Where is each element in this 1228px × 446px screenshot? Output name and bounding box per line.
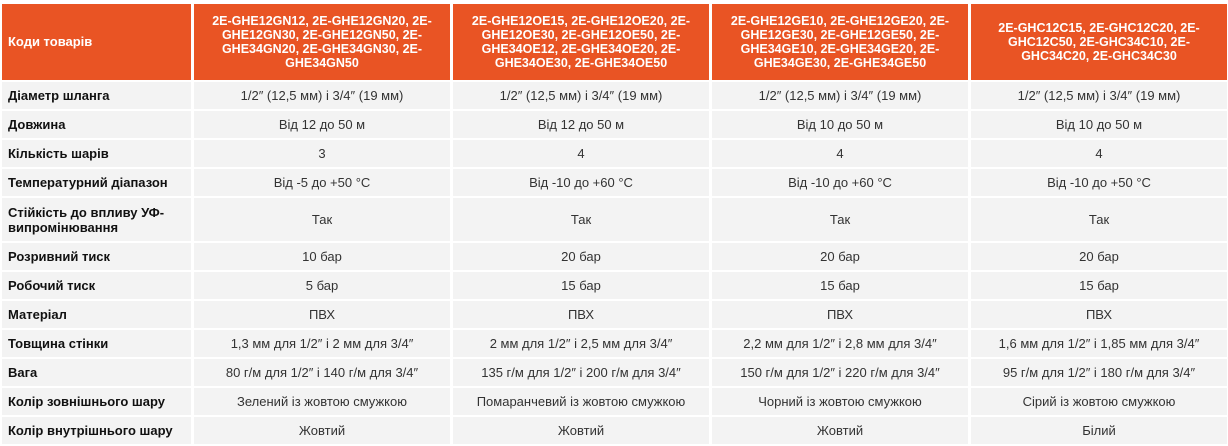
table-cell: Так	[453, 198, 709, 241]
table-cell: 20 бар	[453, 243, 709, 270]
table-cell: ПВХ	[971, 301, 1227, 328]
row-label: Вага	[2, 359, 191, 386]
table-cell: 135 г/м для 1/2″ і 200 г/м для 3/4″	[453, 359, 709, 386]
table-row: Товщина стінки 1,3 мм для 1/2″ і 2 мм для…	[2, 330, 1227, 357]
table-cell: Від -10 до +60 °С	[453, 169, 709, 196]
row-label: Товщина стінки	[2, 330, 191, 357]
table-cell: ПВХ	[194, 301, 450, 328]
table-cell: Сірий із жовтою смужкою	[971, 388, 1227, 415]
table-cell: Від -5 до +50 °С	[194, 169, 450, 196]
row-label: Довжина	[2, 111, 191, 138]
table-row: Стійкість до впливу УФ-випромінювання Так…	[2, 198, 1227, 241]
table-row: Вага 80 г/м для 1/2″ і 140 г/м для 3/4″ 13…	[2, 359, 1227, 386]
table-cell: Так	[971, 198, 1227, 241]
table-cell: Від 12 до 50 м	[194, 111, 450, 138]
table-cell: Від 12 до 50 м	[453, 111, 709, 138]
table-cell: 15 бар	[453, 272, 709, 299]
table-cell: 1,6 мм для 1/2″ і 1,85 мм для 3/4″	[971, 330, 1227, 357]
row-label: Матеріал	[2, 301, 191, 328]
table-cell: 4	[971, 140, 1227, 167]
table-cell: Помаранчевий із жовтою смужкою	[453, 388, 709, 415]
row-label: Кількість шарів	[2, 140, 191, 167]
table-cell: Зелений із жовтою смужкою	[194, 388, 450, 415]
table-cell: 15 бар	[971, 272, 1227, 299]
table-cell: 4	[453, 140, 709, 167]
table-cell: 20 бар	[712, 243, 968, 270]
row-label: Розривний тиск	[2, 243, 191, 270]
row-label: Робочий тиск	[2, 272, 191, 299]
table-row: Розривний тиск 10 бар 20 бар 20 бар 20 бар	[2, 243, 1227, 270]
table-cell: 10 бар	[194, 243, 450, 270]
header-row: Коди товарів 2E-GHE12GN12, 2E-GHE12GN20,…	[2, 4, 1227, 80]
table-row: Матеріал ПВХ ПВХ ПВХ ПВХ	[2, 301, 1227, 328]
table-cell: 95 г/м для 1/2″ і 180 г/м для 3/4″	[971, 359, 1227, 386]
table-cell: 1/2″ (12,5 мм) і 3/4″ (19 мм)	[712, 82, 968, 109]
table-cell: Від -10 до +50 °С	[971, 169, 1227, 196]
table-row: Робочий тиск 5 бар 15 бар 15 бар 15 бар	[2, 272, 1227, 299]
table-cell: 2,2 мм для 1/2″ і 2,8 мм для 3/4″	[712, 330, 968, 357]
table-cell: Від 10 до 50 м	[971, 111, 1227, 138]
table-cell: 5 бар	[194, 272, 450, 299]
row-label: Колір зовнішнього шару	[2, 388, 191, 415]
table-cell: ПВХ	[712, 301, 968, 328]
row-label: Діаметр шланга	[2, 82, 191, 109]
table-cell: 4	[712, 140, 968, 167]
header-product-codes: 2E-GHC12C15, 2E-GHC12C20, 2E-GHC12C50, 2…	[971, 4, 1227, 80]
table-cell: 150 г/м для 1/2″ і 220 г/м для 3/4″	[712, 359, 968, 386]
header-product-codes: 2E-GHE12GE10, 2E-GHE12GE20, 2E-GHE12GE30…	[712, 4, 968, 80]
table-cell: Так	[712, 198, 968, 241]
table-row: Кількість шарів 3 4 4 4	[2, 140, 1227, 167]
table-cell: 3	[194, 140, 450, 167]
header-product-codes: 2E-GHE12GN12, 2E-GHE12GN20, 2E-GHE12GN30…	[194, 4, 450, 80]
table-row: Довжина Від 12 до 50 м Від 12 до 50 м Від 1…	[2, 111, 1227, 138]
table-cell: Так	[194, 198, 450, 241]
table-cell: 1/2″ (12,5 мм) і 3/4″ (19 мм)	[971, 82, 1227, 109]
table-cell: 80 г/м для 1/2″ і 140 г/м для 3/4″	[194, 359, 450, 386]
row-label: Температурний діапазон	[2, 169, 191, 196]
table-cell: Від -10 до +60 °С	[712, 169, 968, 196]
header-label: Коди товарів	[2, 4, 191, 80]
row-label: Стійкість до впливу УФ-випромінювання	[2, 198, 191, 241]
table-row: Колір зовнішнього шару Зелений із жовтою …	[2, 388, 1227, 415]
table-cell: 1,3 мм для 1/2″ і 2 мм для 3/4″	[194, 330, 450, 357]
table-cell: ПВХ	[453, 301, 709, 328]
table-cell: 2 мм для 1/2″ і 2,5 мм для 3/4″	[453, 330, 709, 357]
table-cell: Від 10 до 50 м	[712, 111, 968, 138]
header-product-codes: 2E-GHE12OE15, 2E-GHE12OE20, 2E-GHE12OE30…	[453, 4, 709, 80]
table-cell: 1/2″ (12,5 мм) і 3/4″ (19 мм)	[194, 82, 450, 109]
table-cell: 1/2″ (12,5 мм) і 3/4″ (19 мм)	[453, 82, 709, 109]
table-cell: Чорний із жовтою смужкою	[712, 388, 968, 415]
table-cell: 15 бар	[712, 272, 968, 299]
table-row: Діаметр шланга 1/2″ (12,5 мм) і 3/4″ (19 …	[2, 82, 1227, 109]
table-row: Температурний діапазон Від -5 до +50 °С Ві…	[2, 169, 1227, 196]
table-cell: 20 бар	[971, 243, 1227, 270]
